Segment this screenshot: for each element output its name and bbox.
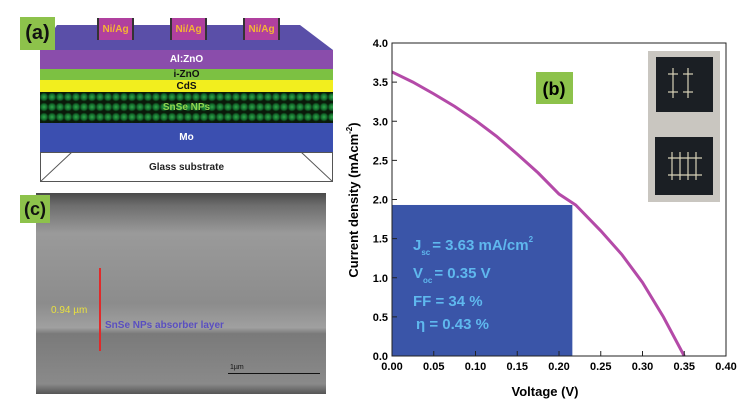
x-tick-label: 0.00 [381, 361, 402, 373]
jv-curve-chart: 0.00 0.05 0.10 0.15 0.20 0.25 0.30 0.35 0.40 0.0 0… [345, 38, 737, 399]
layer-cds: CdS [40, 80, 333, 92]
ff-annotation: FF = 34 % [413, 293, 483, 310]
y-tick-label: 0.5 [373, 312, 388, 324]
ni-ag-contact: Ni/Ag [243, 18, 280, 40]
y-tick-label: 3.0 [373, 116, 388, 128]
device-photo-inset [648, 51, 720, 202]
x-tick-label: 0.20 [548, 361, 569, 373]
ni-ag-contact: Ni/Ag [97, 18, 134, 40]
x-tick-label: 0.40 [715, 361, 736, 373]
panel-label-b-box [536, 72, 573, 104]
thickness-arrow [99, 268, 101, 351]
y-tick-label: 2.0 [373, 195, 388, 207]
performance-annotations: Jsc = 3.63 mA/cm2 Voc = 0.35 V FF = 34 % η… [413, 235, 534, 333]
y-tick-label: 3.5 [373, 77, 388, 89]
jsc-annotation: Jsc = 3.63 mA/cm2 [413, 235, 534, 257]
scale-bar-label: 1µm [230, 364, 244, 371]
x-tick-label: 0.35 [674, 361, 695, 373]
voc-annotation: Voc = 0.35 V [413, 265, 491, 285]
x-tick-label: 0.25 [590, 361, 611, 373]
x-tick-label: 0.30 [632, 361, 653, 373]
y-tick-label: 2.5 [373, 155, 388, 167]
y-tick-label: 1.5 [373, 234, 388, 246]
layer-alzno: Al:ZnO [40, 50, 333, 69]
max-power-rectangle [392, 204, 573, 356]
plot-frame [391, 42, 727, 357]
y-tick-label: 1.0 [373, 273, 388, 285]
x-axis-label: Voltage (V) [512, 384, 579, 399]
jv-curve-line [391, 70, 686, 357]
x-tick-label: 0.15 [507, 361, 528, 373]
layer-glass-substrate: Glass substrate [40, 152, 333, 182]
absorber-layer-label: SnSe NPs absorber layer [105, 320, 224, 331]
layer-izno: i-ZnO [40, 69, 333, 80]
glass-perspective-lines [40, 152, 333, 182]
scale-bar [228, 373, 320, 374]
y-tick-label: 0.0 [373, 351, 388, 363]
y-tick-label: 4.0 [373, 38, 388, 50]
ni-ag-contact: Ni/Ag [170, 18, 207, 40]
panel-label-c: (c) [20, 195, 50, 223]
efficiency-annotation: η = 0.43 % [416, 316, 489, 333]
layer-snse-nps: SnSe NPs [40, 92, 333, 123]
x-tick-label: 0.05 [423, 361, 444, 373]
layer-mo: Mo [40, 123, 333, 152]
panel-label-a: (a) [20, 17, 55, 50]
x-tick-label: 0.10 [465, 361, 486, 373]
y-axis-label: Current density (mAcm-2) [345, 122, 361, 277]
sem-cross-section-image [36, 193, 326, 394]
thickness-label: 0.94 µm [51, 305, 88, 316]
panel-label-b: (b) [543, 79, 566, 99]
